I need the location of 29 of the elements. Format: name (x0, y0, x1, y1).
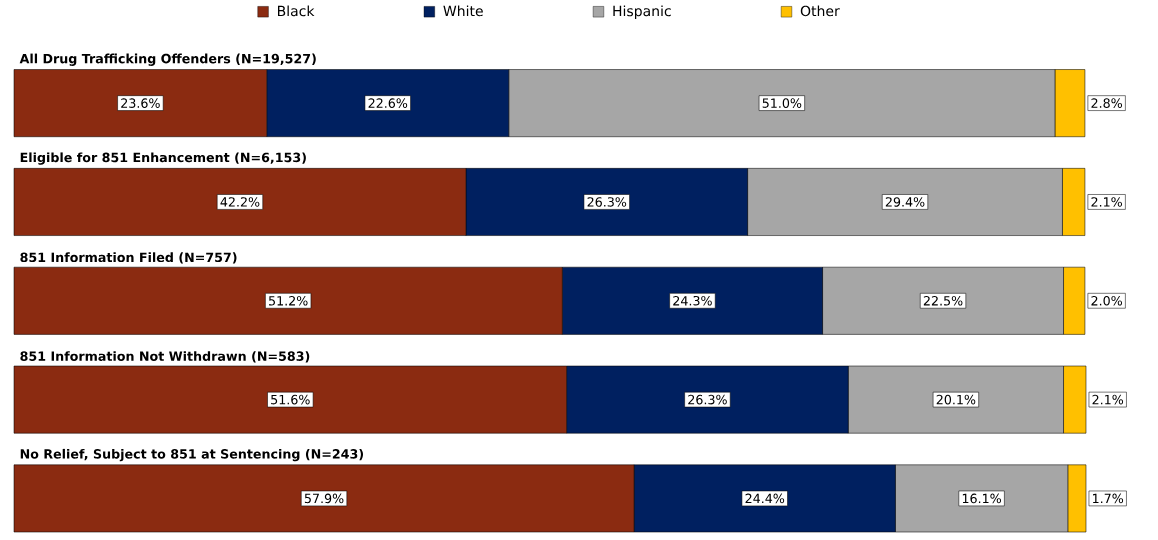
data-label: 2.8% (1091, 98, 1123, 108)
data-label: 20.1% (936, 394, 976, 405)
data-label: 23.6% (121, 98, 160, 108)
data-label: 26.3% (688, 394, 727, 405)
data-label: 1.7% (1093, 493, 1124, 504)
legend-label: Other (800, 5, 840, 17)
data-label: 2.1% (1091, 197, 1123, 207)
y-tick-label: 851 Information Not Withdrawn (N=583) (20, 351, 310, 363)
y-tick-label: All Drug Trafficking Offenders (N=19,527) (19, 53, 316, 66)
legend-label: Hispanic (613, 5, 671, 19)
data-label: 57.9% (304, 493, 344, 504)
data-label: 16.1% (962, 493, 1001, 504)
data-label: 51.0% (762, 98, 802, 108)
data-label: 22.5% (923, 295, 963, 306)
data-label: 24.3% (673, 295, 712, 306)
data-label: 2.0% (1091, 295, 1123, 306)
data-label: 24.4% (745, 493, 785, 504)
data-label: 2.1% (1092, 394, 1124, 405)
y-tick-label: 851 Information Filed (N=757) (20, 252, 237, 264)
data-label: 42.2% (220, 197, 260, 207)
data-label: 22.6% (368, 98, 408, 108)
data-label: 29.4% (885, 197, 925, 207)
y-tick-label: No Relief, Subject to 851 at Sentencing (N=243) (20, 448, 364, 462)
y-tick-label: Eligible for 851 Enhancement (N=6,153) (20, 152, 306, 165)
data-label: 51.6% (271, 394, 310, 405)
data-label: 51.2% (269, 295, 308, 306)
data-label: 26.3% (587, 197, 627, 207)
legend-label: Black (278, 5, 315, 17)
legend-label: White (443, 5, 483, 17)
